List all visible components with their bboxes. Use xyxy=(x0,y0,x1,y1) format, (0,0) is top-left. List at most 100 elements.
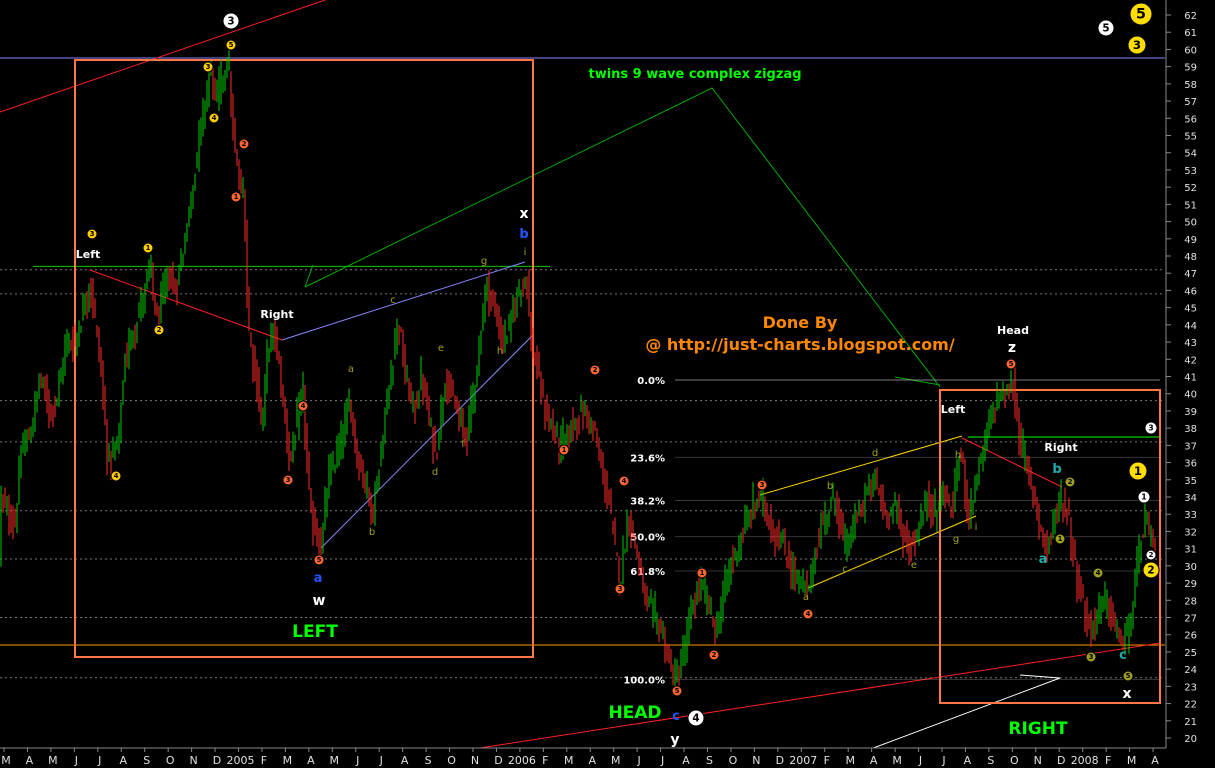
y-tick-label-25: 45 xyxy=(1184,304,1197,315)
y-tick-label-22: 42 xyxy=(1184,355,1197,366)
x-tick-label-43: O xyxy=(1010,754,1019,767)
x-tick-label-19: O xyxy=(447,754,456,767)
wave-olive-c-1: c xyxy=(390,295,396,306)
wave-marker-circle-16 xyxy=(614,583,626,595)
x-axis-band xyxy=(0,748,1166,768)
x-tick-label-24: M xyxy=(564,754,574,767)
x-tick-label-25: A xyxy=(588,754,596,767)
y-tick-label-32: 52 xyxy=(1184,183,1197,194)
y-tick-label-27: 47 xyxy=(1184,269,1197,280)
y-tick-label-0: 20 xyxy=(1184,734,1197,745)
x-tick-label-17: A xyxy=(401,754,409,767)
wave-c-blue: c xyxy=(672,709,680,724)
wave-marker-label-27: 3 xyxy=(1089,653,1094,661)
y-tick-label-2: 22 xyxy=(1184,700,1197,711)
wave-marker-label-35: 5 xyxy=(1136,7,1146,23)
wave-marker-13: 2 xyxy=(589,364,601,376)
x-tick-label-7: O xyxy=(166,754,175,767)
wave-marker-4: 2 xyxy=(238,138,250,150)
x-tick-label-38: M xyxy=(892,754,902,767)
wave-marker-14: 1 xyxy=(558,444,570,456)
wave-olive-d-1: d xyxy=(432,467,438,478)
wave-olive-d-2: d xyxy=(872,448,878,459)
shoulder-label-right-1: Right xyxy=(260,308,293,321)
wave-marker-label-9: 4 xyxy=(114,472,119,480)
wave-marker-2: 3 xyxy=(202,61,214,73)
x-tick-label-48: M xyxy=(1127,754,1137,767)
y-tick-label-18: 38 xyxy=(1184,424,1197,435)
wave-olive-e-2: e xyxy=(911,560,917,571)
pattern-boxes xyxy=(74,59,1161,704)
wave-marker-circle-30 xyxy=(1128,461,1148,481)
y-tick-label-34: 54 xyxy=(1184,149,1197,160)
fib-label-3: 50.0% xyxy=(630,533,665,544)
title-pointer-tick xyxy=(304,264,314,288)
x-tick-label-23: F xyxy=(542,754,548,767)
x-tick-label-12: M xyxy=(283,754,293,767)
y-tick-label-7: 27 xyxy=(1184,614,1197,625)
wave-b-teal: b xyxy=(1052,462,1061,477)
wave-marker-31: 1 xyxy=(1137,490,1151,504)
fib-label-1: 23.6% xyxy=(630,453,665,464)
x-tick-label-13: A xyxy=(307,754,315,767)
y-tick-label-29: 49 xyxy=(1184,235,1197,246)
wave-marker-label-34: 5 xyxy=(1102,22,1109,34)
channel-lower-2 xyxy=(807,515,977,589)
y-tick-label-35: 55 xyxy=(1184,132,1197,143)
shoulder-label-left-1: Left xyxy=(76,248,101,261)
wave-marker-label-33: 2 xyxy=(1147,564,1154,576)
y-tick-label-41: 61 xyxy=(1184,28,1197,39)
box-label-right: RIGHT xyxy=(1008,719,1068,739)
y-tick-label-28: 48 xyxy=(1184,252,1197,263)
x-tick-label-47: F xyxy=(1105,754,1111,767)
x-tick-label-44: N xyxy=(1034,754,1042,767)
channel-lower-1 xyxy=(320,334,534,549)
annotations: twins 9 wave complex zigzag Done By @ ht… xyxy=(76,67,1132,748)
y-tick-label-14: 34 xyxy=(1184,493,1197,504)
y-tick-label-17: 37 xyxy=(1184,441,1197,452)
x-tick-label-15: J xyxy=(355,754,359,767)
wave-marker-circle-28 xyxy=(1122,670,1134,682)
x-tick-label-20: N xyxy=(471,754,479,767)
wave-olive-b-1: b xyxy=(369,527,375,538)
y-tick-label-13: 33 xyxy=(1184,510,1197,521)
wave-marker-8: 2 xyxy=(153,324,165,336)
wave-marker-circle-10 xyxy=(297,400,309,412)
y-tick-label-33: 53 xyxy=(1184,166,1197,177)
wave-marker-label-3: 4 xyxy=(212,114,217,122)
wave-marker-label-30: 1 xyxy=(1134,464,1142,478)
wave-marker-label-4: 2 xyxy=(242,140,247,148)
y-tick-label-19: 39 xyxy=(1184,407,1197,418)
y-axis: 20 21 22 23 24 25 26 27 28 29 30 31 32 33 34 35 36 37 38 39… xyxy=(1165,0,1197,748)
wave-marker-5: 1 xyxy=(230,191,242,203)
wave-x-2: x xyxy=(1122,686,1131,702)
credit-line-1: Done By xyxy=(763,313,838,332)
wave-marker-circle-3 xyxy=(208,112,220,124)
x-tick-label-5: A xyxy=(119,754,127,767)
wave-marker-19: 1 xyxy=(696,567,708,579)
wave-marker-11: 3 xyxy=(282,474,294,486)
wave-marker-15: 4 xyxy=(618,475,630,487)
wave-marker-label-10: 4 xyxy=(301,402,306,410)
x-tick-label-9: D xyxy=(213,754,221,767)
x-tick-label-0: M xyxy=(1,754,11,767)
x-tick-label-32: N xyxy=(752,754,760,767)
wave-markers: 3 5 3 4 2 1 3 1 2 4 4 3 5 2 1 4 3 5 4 1 2 3 4 5 2 1 4 3 5 3 1 1 2 2 5 5 3 xyxy=(86,2,1160,727)
x-tick-label-8: N xyxy=(189,754,197,767)
wave-marker-circle-23 xyxy=(1005,358,1017,370)
fib-label-2: 38.2% xyxy=(630,496,665,507)
wave-olive-h-2: h xyxy=(955,450,961,461)
y-tick-label-38: 58 xyxy=(1184,80,1197,91)
wave-marker-label-14: 1 xyxy=(562,446,567,454)
wave-marker-10: 4 xyxy=(297,400,309,412)
channel-upper-1 xyxy=(281,261,526,341)
wave-marker-circle-11 xyxy=(282,474,294,486)
wave-olive-i-2: i xyxy=(975,522,978,533)
wave-marker-label-32: 2 xyxy=(1149,551,1154,559)
wave-marker-circle-22 xyxy=(802,608,814,620)
wave-marker-label-15: 4 xyxy=(622,477,627,485)
wave-marker-label-5: 1 xyxy=(234,193,239,201)
wave-marker-1: 5 xyxy=(225,39,237,51)
wave-c-teal: c xyxy=(1119,648,1127,663)
